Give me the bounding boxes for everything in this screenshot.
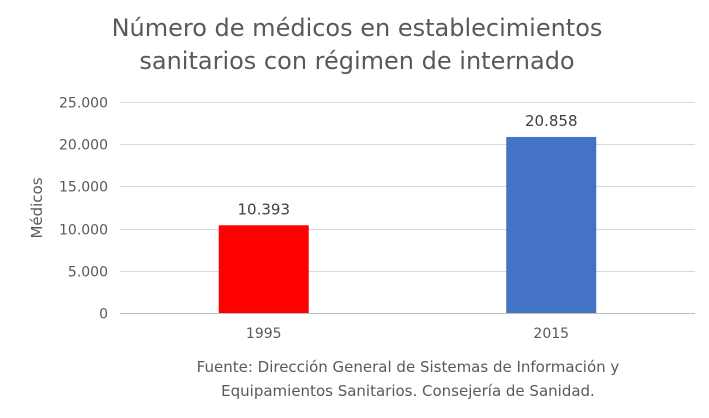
data-labels: 10.393 20.858 [238, 112, 578, 218]
y-tick-label: 15.000 [59, 180, 108, 196]
y-tick-label: 5.000 [68, 265, 108, 281]
x-tick-labels: 1995 2015 [246, 326, 569, 342]
x-tick-label: 2015 [533, 326, 569, 342]
y-tick-label: 10.000 [59, 223, 108, 239]
bars [218, 136, 597, 313]
data-label-1995: 10.393 [238, 200, 291, 218]
y-tick-label: 0 [99, 307, 108, 323]
source-note-line-2: Equipamientos Sanitarios. Consejería de … [221, 382, 595, 400]
chart-title-line-2: sanitarios con régimen de internado [139, 47, 574, 75]
gridlines [120, 102, 695, 314]
y-axis-title: Médicos [28, 177, 46, 238]
source-note-line-1: Fuente: Dirección General de Sistemas de… [197, 358, 620, 376]
y-tick-labels: 0 5.000 10.000 15.000 20.000 25.000 [59, 96, 108, 323]
bar-2015 [506, 136, 597, 313]
x-tick-label: 1995 [246, 326, 282, 342]
y-tick-label: 25.000 [59, 96, 108, 112]
data-label-2015: 20.858 [525, 112, 578, 130]
bar-1995 [218, 225, 309, 313]
chart-title-line-1: Número de médicos en establecimientos [112, 14, 603, 42]
y-tick-label: 20.000 [59, 138, 108, 154]
